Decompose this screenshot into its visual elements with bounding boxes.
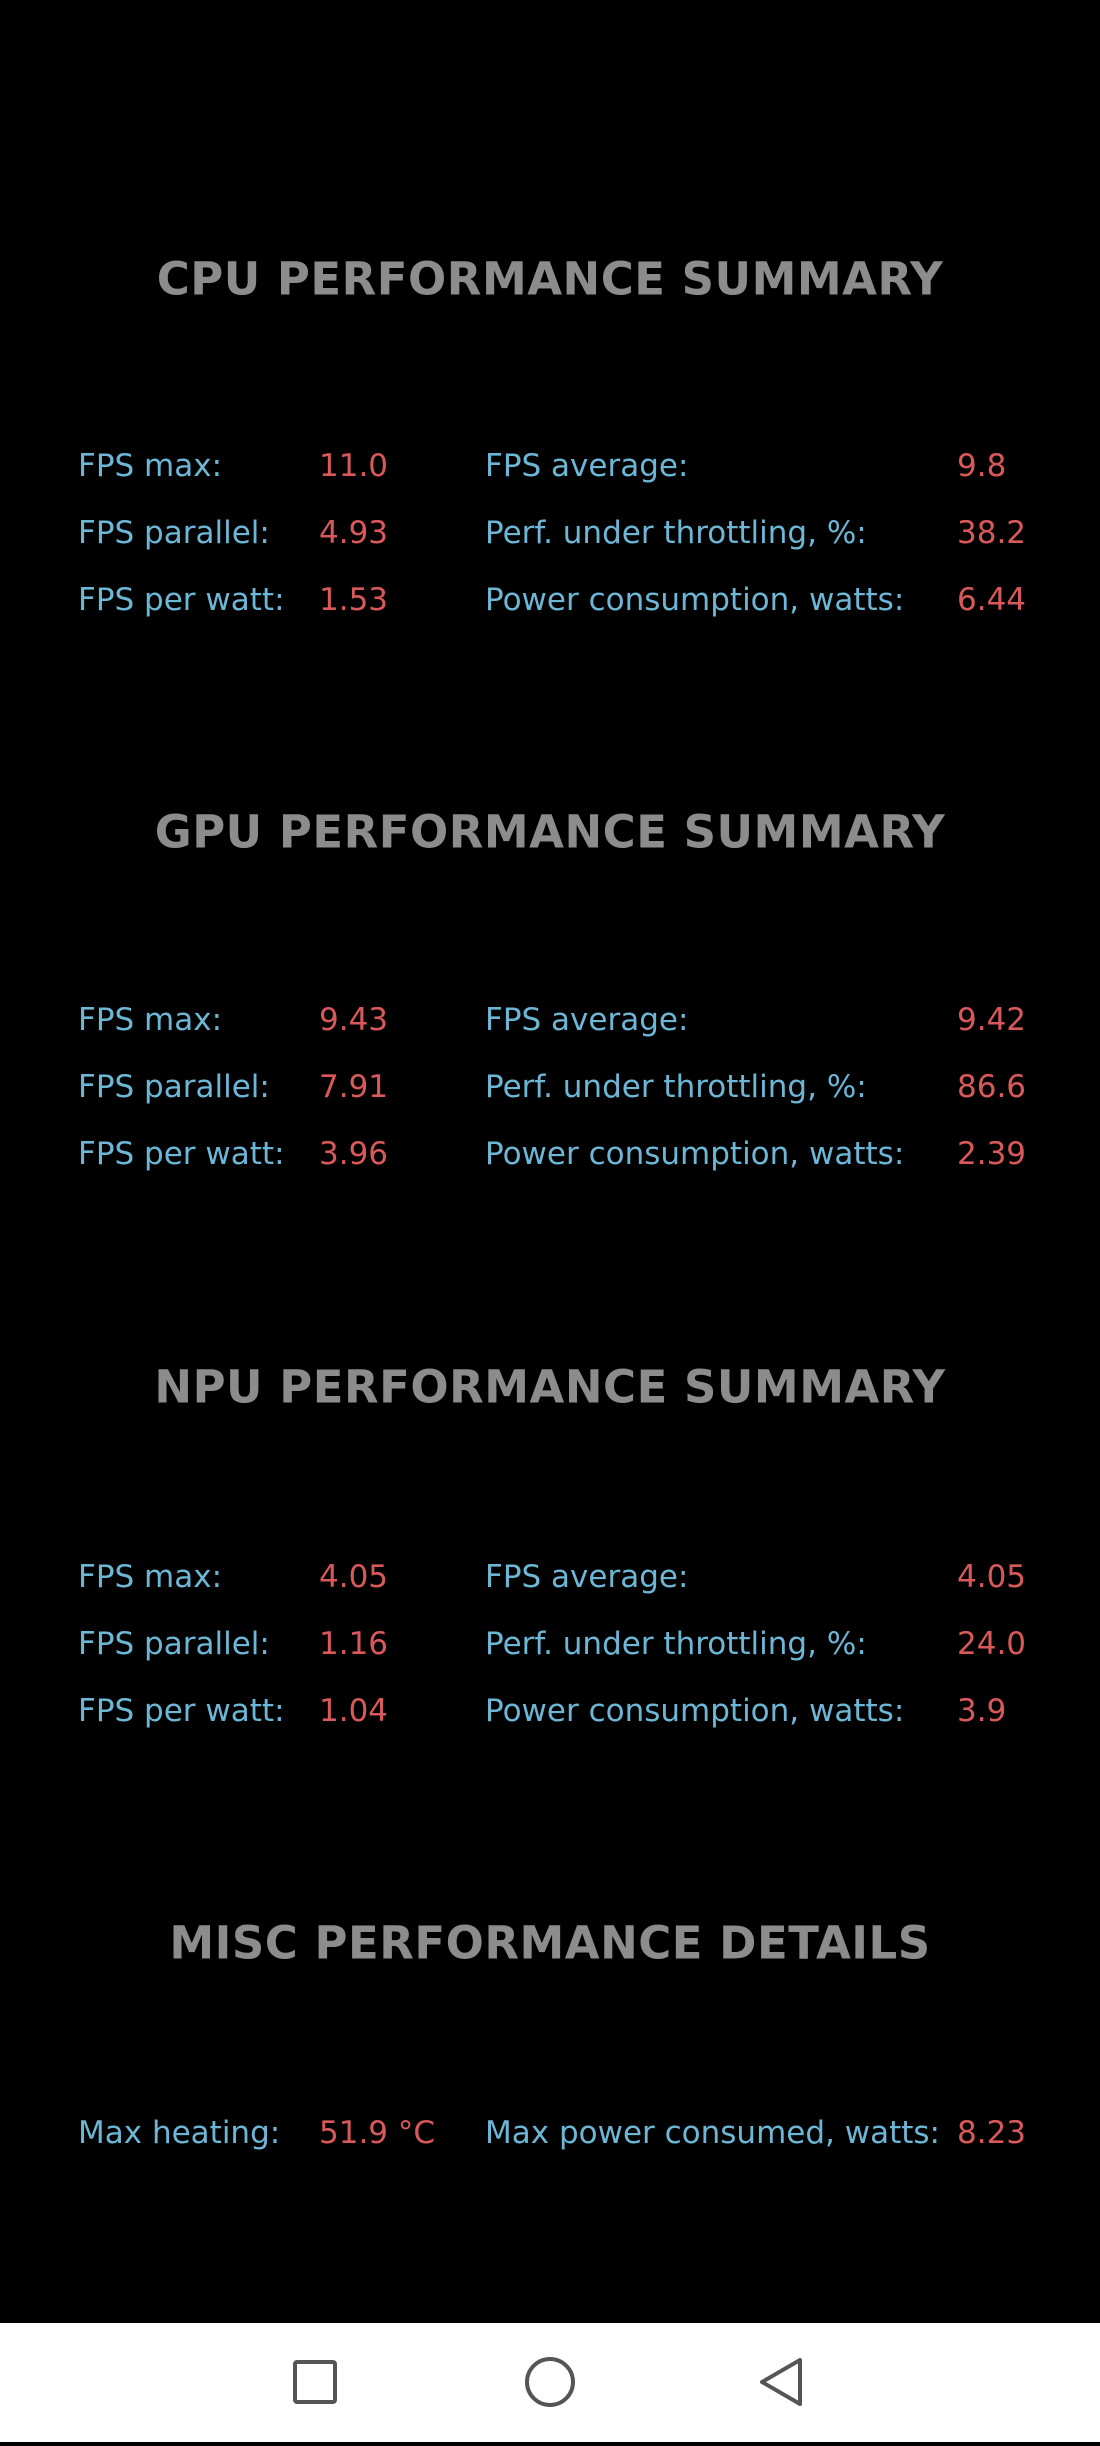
metric-value: 4.05 [319, 1559, 389, 1595]
metric-label: Perf. under throttling, %: [485, 1069, 867, 1105]
metric-value: 4.05 [957, 1559, 1027, 1595]
metric-value: 11.0 [319, 448, 389, 484]
metric-label: Power consumption, watts: [485, 1136, 905, 1172]
section-title: CPU PERFORMANCE SUMMARY [156, 252, 944, 306]
metric-label: FPS parallel: [78, 1069, 270, 1105]
metric-value: 9.8 [957, 448, 1007, 484]
metric-value: 2.39 [957, 1136, 1027, 1172]
metric-value: 1.16 [319, 1626, 389, 1662]
metric-value: 3.96 [319, 1136, 389, 1172]
metric-label: Power consumption, watts: [485, 1693, 905, 1729]
metric-value: 24.0 [957, 1626, 1027, 1662]
metric-label: FPS parallel: [78, 1626, 270, 1662]
metric-label: FPS parallel: [78, 515, 270, 551]
metric-value: 6.44 [957, 582, 1027, 618]
metric-value: 8.23 [957, 2115, 1027, 2151]
metric-label: Max heating: [78, 2115, 281, 2151]
back-button[interactable] [760, 2358, 802, 2406]
metric-value: 4.93 [319, 515, 389, 551]
home-button[interactable] [525, 2357, 575, 2407]
section-title: GPU PERFORMANCE SUMMARY [154, 805, 946, 859]
metric-value: 51.9 °C [319, 2115, 436, 2151]
metric-value: 3.9 [957, 1693, 1007, 1729]
metric-value: 86.6 [957, 1069, 1027, 1105]
metric-label: FPS average: [485, 1559, 689, 1595]
metric-value: 1.04 [319, 1693, 389, 1729]
metric-label: FPS per watt: [78, 582, 285, 618]
metric-label: Perf. under throttling, %: [485, 1626, 867, 1662]
metric-label: FPS average: [485, 1002, 689, 1038]
metric-label: FPS max: [78, 448, 223, 484]
navigation-bar [0, 2323, 1100, 2442]
metric-value: 7.91 [319, 1069, 389, 1105]
metric-value: 9.43 [319, 1002, 389, 1038]
metric-label: Perf. under throttling, %: [485, 515, 867, 551]
metric-label: FPS per watt: [78, 1136, 285, 1172]
metric-label: FPS average: [485, 448, 689, 484]
metric-label: Max power consumed, watts: [485, 2115, 940, 2151]
nav-icons [293, 2357, 802, 2407]
metric-value: 38.2 [957, 515, 1027, 551]
metric-label: FPS per watt: [78, 1693, 285, 1729]
metric-value: 9.42 [957, 1002, 1027, 1038]
section-title: MISC PERFORMANCE DETAILS [169, 1916, 931, 1970]
recents-button[interactable] [293, 2360, 337, 2404]
metric-label: FPS max: [78, 1559, 223, 1595]
metric-label: FPS max: [78, 1002, 223, 1038]
metric-value: 1.53 [319, 582, 389, 618]
section-title: NPU PERFORMANCE SUMMARY [154, 1360, 946, 1414]
metric-label: Power consumption, watts: [485, 582, 905, 618]
